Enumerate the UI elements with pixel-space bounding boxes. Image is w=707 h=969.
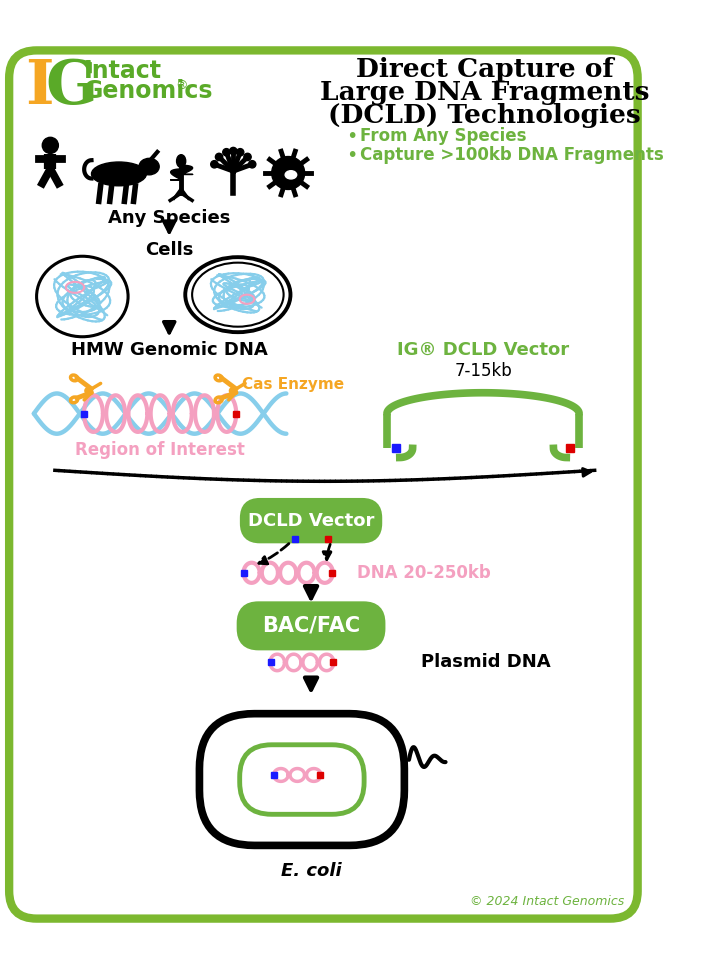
- Text: Capture >100kb DNA Fragments: Capture >100kb DNA Fragments: [360, 146, 663, 165]
- FancyBboxPatch shape: [240, 745, 364, 814]
- Text: E. coli: E. coli: [281, 861, 341, 880]
- Text: I: I: [25, 57, 54, 117]
- Ellipse shape: [185, 257, 291, 332]
- Text: Any Species: Any Species: [108, 208, 230, 227]
- Circle shape: [84, 387, 91, 394]
- Text: Region of Interest: Region of Interest: [75, 441, 245, 459]
- Text: G: G: [46, 57, 98, 117]
- Circle shape: [223, 148, 230, 156]
- Text: Cells: Cells: [145, 240, 194, 259]
- Text: From Any Species: From Any Species: [360, 127, 526, 145]
- Text: •: •: [346, 146, 357, 166]
- Circle shape: [230, 147, 237, 155]
- Text: IG® DCLD Vector: IG® DCLD Vector: [397, 341, 569, 359]
- Ellipse shape: [91, 162, 146, 186]
- FancyBboxPatch shape: [199, 714, 404, 845]
- Circle shape: [237, 148, 244, 156]
- Text: Plasmid DNA: Plasmid DNA: [421, 653, 551, 672]
- Text: DNA 20-250kb: DNA 20-250kb: [357, 564, 491, 581]
- Circle shape: [211, 161, 218, 168]
- Circle shape: [271, 157, 305, 190]
- Ellipse shape: [177, 155, 186, 168]
- Text: 7-15kb: 7-15kb: [454, 362, 512, 381]
- Text: Large DNA Fragments: Large DNA Fragments: [320, 79, 650, 105]
- Text: Direct Capture of: Direct Capture of: [356, 57, 614, 81]
- FancyBboxPatch shape: [240, 605, 382, 647]
- FancyBboxPatch shape: [243, 501, 379, 540]
- Ellipse shape: [37, 256, 128, 337]
- Text: •: •: [346, 127, 357, 146]
- Text: Genomics: Genomics: [84, 78, 214, 103]
- Ellipse shape: [139, 158, 159, 174]
- FancyBboxPatch shape: [9, 50, 638, 919]
- Circle shape: [244, 153, 251, 161]
- Circle shape: [216, 153, 223, 161]
- Text: HMW Genomic DNA: HMW Genomic DNA: [71, 341, 268, 359]
- Text: Intact: Intact: [84, 59, 162, 82]
- Text: ®: ®: [175, 78, 188, 92]
- Circle shape: [42, 138, 59, 153]
- Text: DCLD Vector: DCLD Vector: [248, 512, 374, 530]
- Text: Cas Enzyme: Cas Enzyme: [243, 377, 344, 391]
- Text: © 2024 Intact Genomics: © 2024 Intact Genomics: [469, 894, 624, 908]
- Circle shape: [249, 161, 256, 168]
- Circle shape: [228, 387, 236, 394]
- Text: (DCLD) Technologies: (DCLD) Technologies: [329, 103, 641, 128]
- Text: BAC/FAC: BAC/FAC: [262, 616, 360, 636]
- Ellipse shape: [285, 171, 297, 179]
